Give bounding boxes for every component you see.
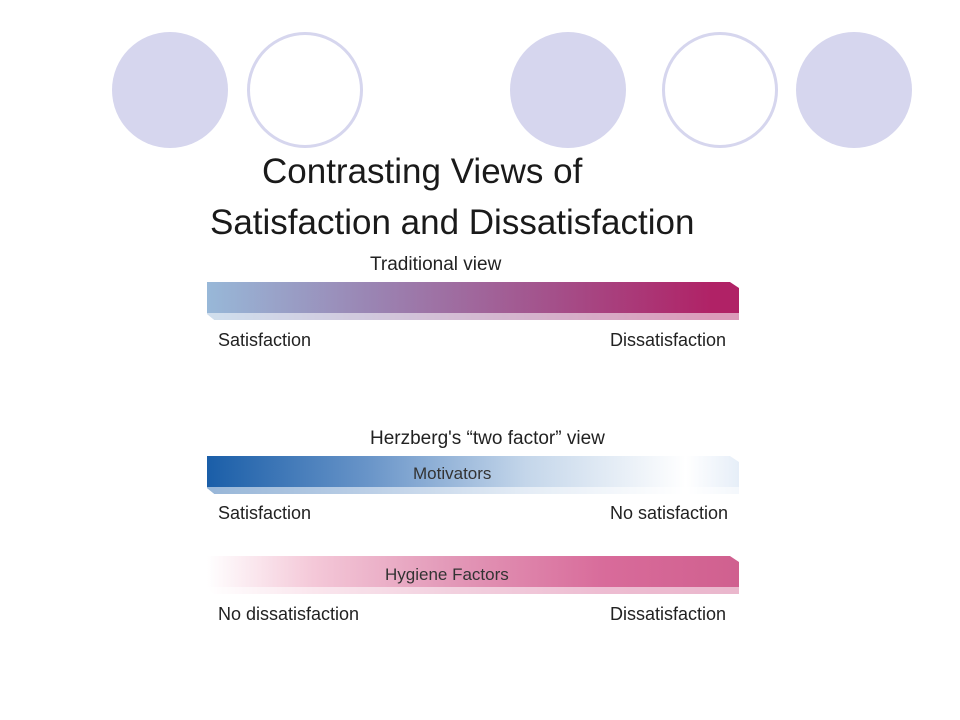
decorative-circle-3 <box>510 32 626 148</box>
traditional-right-label: Dissatisfaction <box>610 330 727 350</box>
decorative-circle-2 <box>247 32 363 148</box>
motivators-bar: Motivators <box>207 456 739 494</box>
traditional-view-bar <box>207 282 739 320</box>
herzberg-view-caption: Herzberg's “two factor” view <box>370 428 605 449</box>
traditional-left-label: Satisfaction <box>218 330 312 350</box>
hygiene-left-label: No dissatisfaction <box>218 604 360 624</box>
motivators-label: Motivators <box>413 464 492 483</box>
slide-title-line-1: Contrasting Views of <box>262 152 583 191</box>
decorative-circle-4 <box>662 32 778 148</box>
slide-title-line-2: Satisfaction and Dissatisfaction <box>210 203 695 242</box>
traditional-view-caption: Traditional view <box>370 254 502 275</box>
motivators-left-label: Satisfaction <box>218 503 312 523</box>
hygiene-factors-label: Hygiene Factors <box>385 565 509 584</box>
motivators-right-label: No satisfaction <box>610 503 729 523</box>
decorative-circle-5 <box>796 32 912 148</box>
decorative-circle-1 <box>112 32 228 148</box>
hygiene-right-label: Dissatisfaction <box>610 604 727 624</box>
hygiene-factors-bar: Hygiene Factors <box>207 556 739 594</box>
